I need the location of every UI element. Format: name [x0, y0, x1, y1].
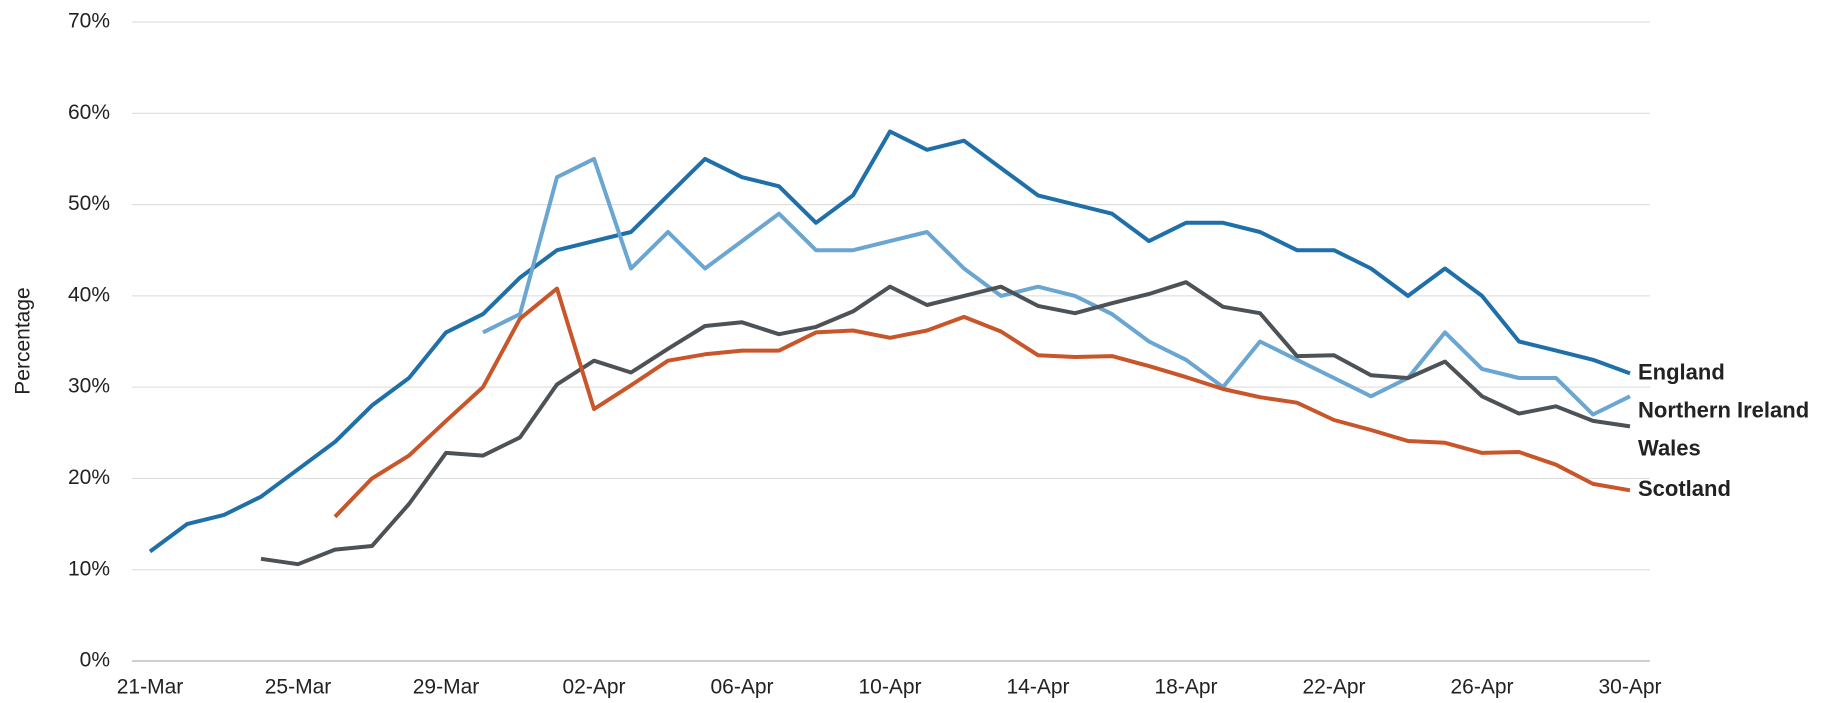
- x-tick-label: 21-Mar: [117, 676, 184, 699]
- y-tick-label: 70%: [68, 10, 110, 33]
- y-axis-label: Percentage: [12, 287, 35, 394]
- x-tick-label: 06-Apr: [710, 676, 773, 699]
- x-tick-label: 10-Apr: [858, 676, 921, 699]
- y-tick-label: 10%: [68, 557, 110, 580]
- y-tick-label: 50%: [68, 192, 110, 215]
- legend-label: Wales: [1638, 435, 1701, 460]
- y-tick-label: 0%: [80, 649, 110, 672]
- y-tick-label: 60%: [68, 101, 110, 124]
- x-tick-label: 29-Mar: [413, 676, 480, 699]
- series-line: [148, 129, 1631, 554]
- x-tick-label: 22-Apr: [1302, 676, 1365, 699]
- legend-label: Scotland: [1638, 476, 1731, 501]
- y-tick-label: 40%: [68, 283, 110, 306]
- series-line: [333, 286, 1631, 519]
- x-tick-label: 30-Apr: [1598, 676, 1661, 699]
- y-tick-label: 30%: [68, 375, 110, 398]
- legend-label: Northern Ireland: [1638, 397, 1809, 422]
- x-tick-label: 26-Apr: [1450, 676, 1513, 699]
- y-tick-label: 20%: [68, 466, 110, 489]
- x-tick-label: 14-Apr: [1006, 676, 1069, 699]
- x-tick-label: 18-Apr: [1154, 676, 1217, 699]
- x-tick-label: 25-Mar: [265, 676, 332, 699]
- legend-label: England: [1638, 359, 1725, 384]
- x-tick-label: 02-Apr: [562, 676, 625, 699]
- series-line: [482, 156, 1631, 417]
- series-line: [260, 280, 1631, 567]
